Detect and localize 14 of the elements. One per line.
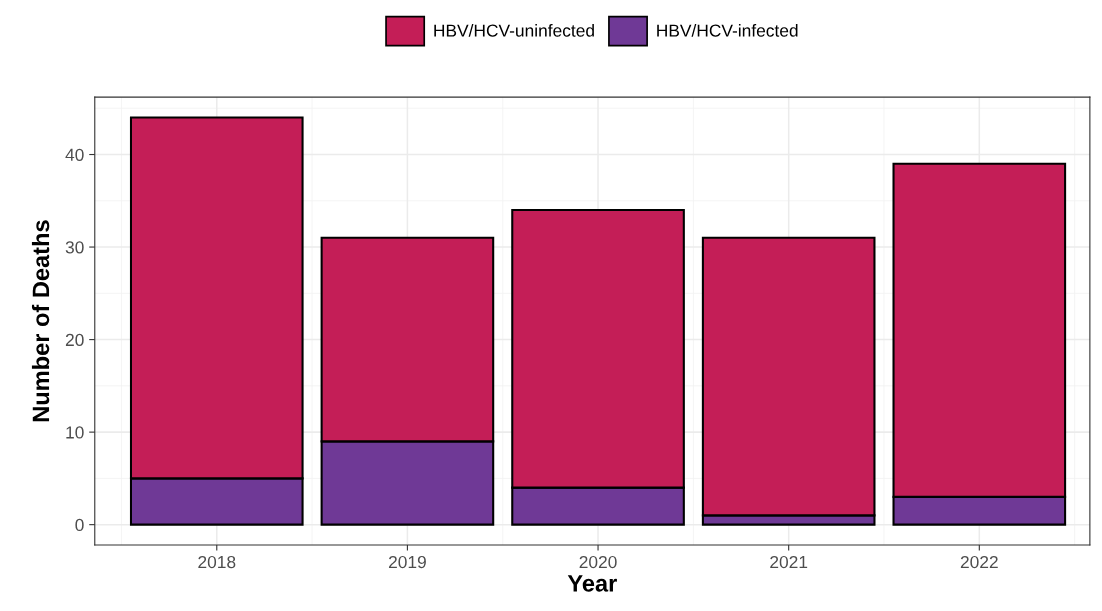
y-tick-label: 30 (65, 241, 84, 254)
x-tick-label: 2020 (579, 555, 617, 569)
x-tick-label: 2018 (198, 555, 236, 569)
legend-label: HBV/HCV-uninfected (434, 24, 594, 37)
y-tick-label: 40 (65, 148, 84, 161)
y-axis-title: Number of Deaths (31, 220, 50, 422)
legend-label: HBV/HCV-infected (657, 24, 798, 37)
y-tick-label: 20 (65, 333, 84, 347)
y-tick-label: 10 (66, 426, 84, 439)
x-tick-label: 2021 (770, 555, 808, 569)
x-axis-title: Year (567, 575, 617, 592)
x-tick-label: 2022 (960, 555, 998, 569)
x-tick-label: 2019 (388, 555, 426, 569)
y-tick-label: 0 (75, 518, 84, 532)
